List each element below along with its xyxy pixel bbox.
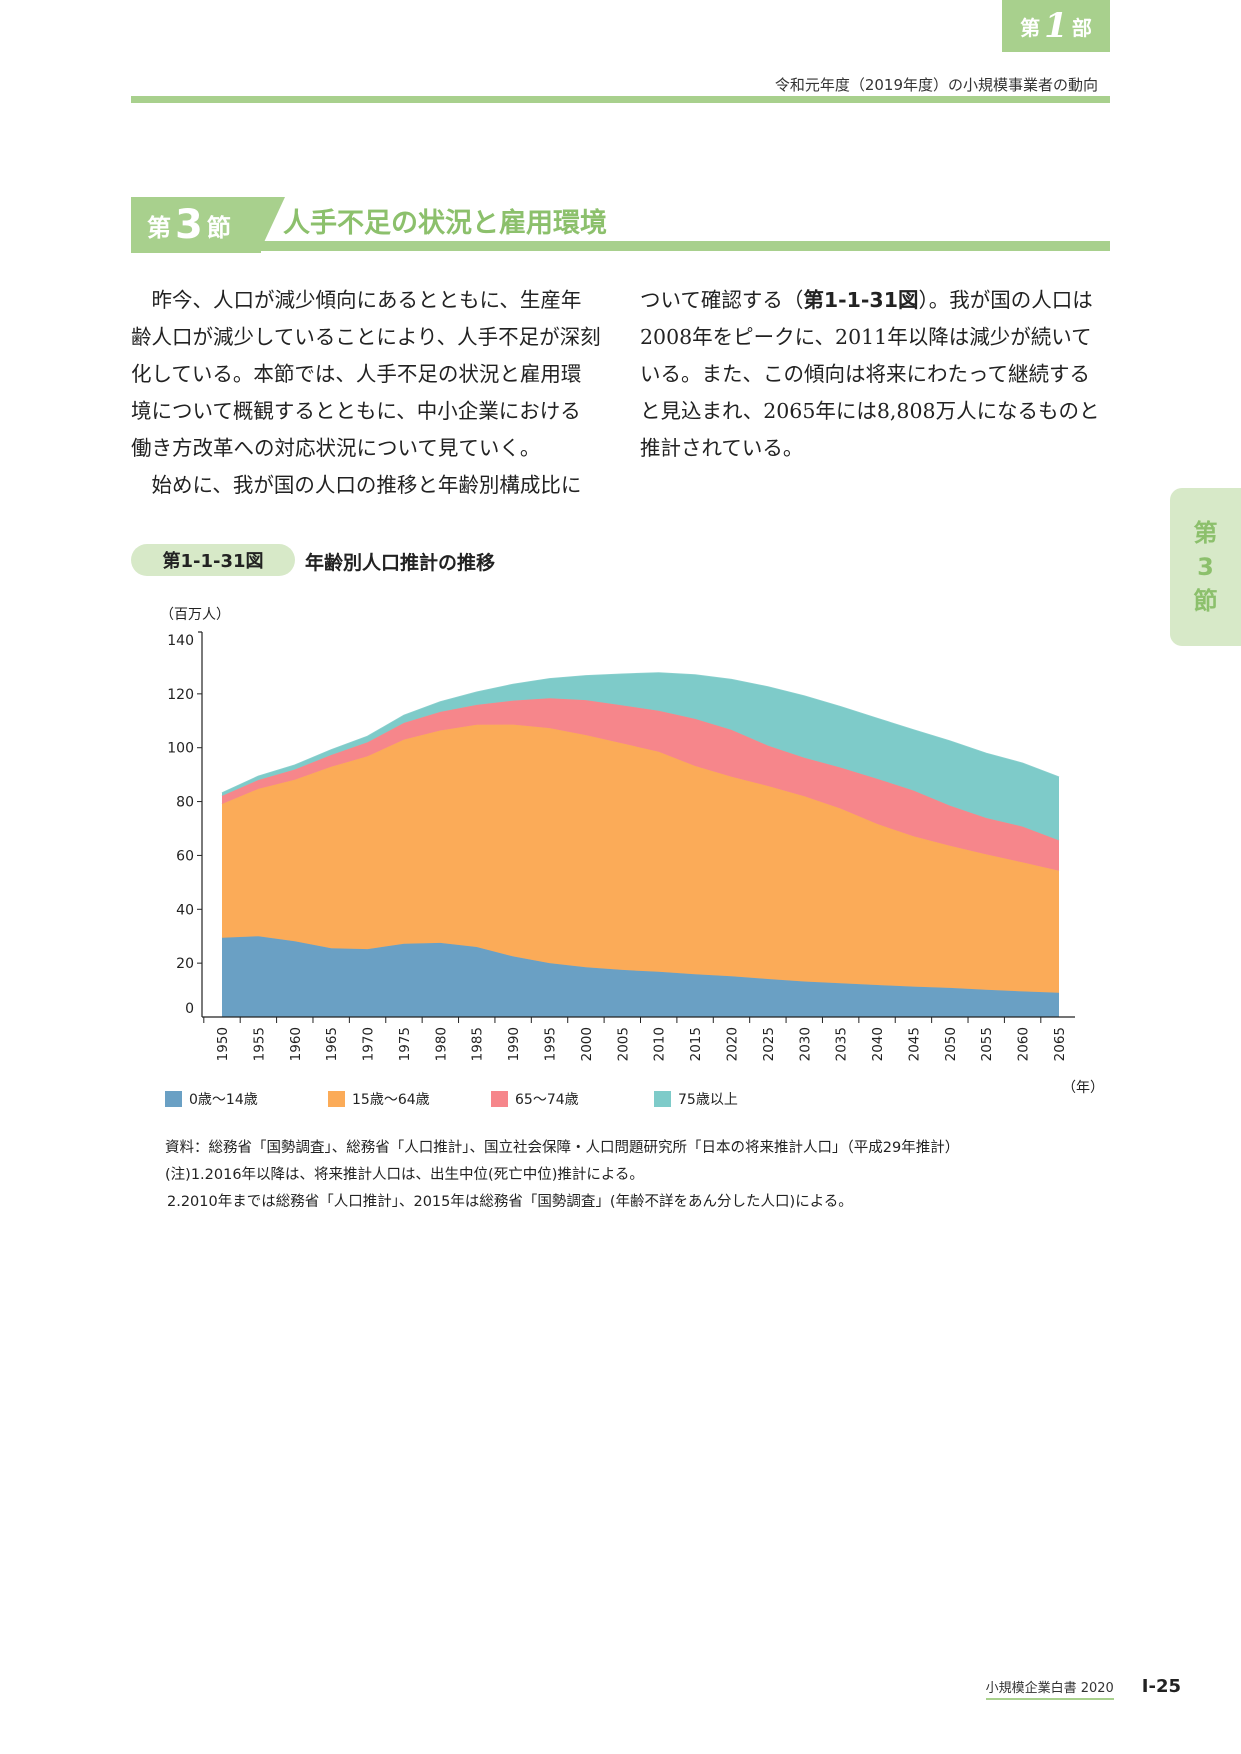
- x-tick-label: 2045: [906, 1027, 922, 1061]
- y-tick-label: 60: [176, 848, 194, 864]
- figure-number-badge: 第1-1-31図: [131, 544, 295, 576]
- body-right-column: ついて確認する（第1-1-31図）。我が国の人口は2008年をピークに、2011…: [640, 282, 1110, 467]
- x-tick-label: 2035: [834, 1027, 850, 1061]
- y-tick-label: 40: [176, 902, 194, 918]
- header-rule: [131, 96, 1110, 103]
- body-text: ）。我が国の人口は2008年をピークに、2011年以降は減少が続いている。また、…: [640, 288, 1100, 460]
- side-tab-char: 節: [1193, 587, 1218, 615]
- x-tick-label: 1955: [251, 1027, 267, 1061]
- legend-swatch: [654, 1091, 671, 1107]
- x-tick-label: 2015: [688, 1027, 704, 1061]
- note-1: (注)1.2016年以降は、将来推計人口は、出生中位(死亡中位)推計による。: [165, 1167, 644, 1183]
- section-underline: [131, 241, 1110, 251]
- body-left-column: 昨今、人口が減少傾向にあるとともに、生産年齢人口が減少していることにより、人手不…: [131, 282, 601, 504]
- body-paragraph: ついて確認する（第1-1-31図）。我が国の人口は2008年をピークに、2011…: [640, 282, 1110, 467]
- area-edge-2: [221, 723, 1060, 872]
- x-tick-label: 1970: [361, 1027, 377, 1061]
- legend-label: 75歳以上: [678, 1092, 738, 1108]
- page-footer: 小規模企業白書 2020 Ⅰ-25: [985, 1676, 1181, 1700]
- figure-reference[interactable]: 第1-1-31図: [803, 288, 919, 312]
- x-tick-label: 2050: [943, 1027, 959, 1061]
- x-tick-label: 1990: [506, 1027, 522, 1061]
- part-tab-prefix: 第: [1020, 15, 1041, 40]
- x-tick-label: 1980: [433, 1027, 449, 1061]
- side-tab-char: 3: [1197, 553, 1214, 581]
- x-tick-label: 2055: [979, 1027, 995, 1061]
- side-tab-char: 第: [1193, 519, 1218, 547]
- legend-swatch: [491, 1091, 508, 1107]
- section-title: 人手不足の状況と雇用環境: [283, 208, 607, 239]
- page-number: Ⅰ-25: [1141, 1676, 1181, 1697]
- figure-notes: 資料：総務省「国勢調査」、総務省「人口推計」、国立社会保障・人口問題研究所「日本…: [165, 1135, 959, 1216]
- x-tick-label: 1950: [215, 1027, 231, 1061]
- part-tab-number: 1: [1044, 6, 1068, 46]
- x-tick-label: 2040: [870, 1027, 886, 1061]
- area-edge-1: [221, 935, 1060, 994]
- area-edge-4: [221, 672, 1060, 794]
- body-paragraph: 昨今、人口が減少傾向にあるとともに、生産年齢人口が減少していることにより、人手不…: [131, 288, 601, 460]
- area-series-3: [222, 698, 1059, 871]
- section-badge-prefix: 第: [147, 213, 171, 242]
- y-tick-label: 0: [185, 1001, 194, 1017]
- x-tick-label: 2005: [615, 1027, 631, 1061]
- y-tick-label: 120: [167, 687, 194, 703]
- figure-title: 年齢別人口推計の推移: [305, 552, 496, 574]
- part-tab: 第 1 部: [1002, 0, 1110, 52]
- legend-label: 0歳～14歳: [189, 1092, 258, 1108]
- x-tick-label: 1975: [397, 1027, 413, 1061]
- x-tick-label: 2010: [652, 1027, 668, 1061]
- x-tick-label: 1995: [543, 1027, 559, 1061]
- section-badge-number: 3: [175, 202, 203, 248]
- section-badge-suffix: 節: [206, 213, 231, 242]
- y-tick-label: 20: [176, 956, 194, 972]
- legend-label: 65～74歳: [515, 1092, 579, 1108]
- x-tick-label: 1965: [324, 1027, 340, 1061]
- note-2: 2.2010年までは総務省「人口推計」、2015年は総務省「国勢調査」(年齢不詳…: [167, 1194, 853, 1210]
- section-badge-slant: [259, 197, 285, 253]
- x-tick-label: 2030: [797, 1027, 813, 1061]
- legend-swatch: [328, 1091, 345, 1107]
- section-badge: 第 3 節: [131, 197, 261, 253]
- y-tick-label: 100: [167, 741, 194, 757]
- legend-label: 15歳～64歳: [352, 1092, 430, 1108]
- area-series-2: [222, 724, 1059, 993]
- legend-swatch: [165, 1091, 182, 1107]
- body-paragraph: 始めに、我が国の人口の推移と年齢別構成比に: [151, 473, 582, 497]
- section-heading: 第 3 節 人手不足の状況と雇用環境: [131, 197, 1110, 253]
- x-tick-label: 2065: [1052, 1027, 1068, 1061]
- y-tick-label: 80: [176, 795, 194, 811]
- body-text: ついて確認する（: [640, 288, 804, 312]
- x-tick-label: 1985: [470, 1027, 486, 1061]
- x-tick-label: 2060: [1016, 1027, 1032, 1061]
- y-tick-label: 140: [167, 633, 194, 649]
- x-tick-label: 2020: [724, 1027, 740, 1061]
- note-source: 資料：総務省「国勢調査」、総務省「人口推計」、国立社会保障・人口問題研究所「日本…: [165, 1140, 960, 1156]
- book-title: 小規模企業白書 2020: [985, 1677, 1114, 1700]
- part-tab-suffix: 部: [1071, 15, 1092, 40]
- section-side-tab[interactable]: 第 3 節: [1170, 488, 1241, 646]
- y-axis-label: （百万人）: [160, 607, 230, 623]
- x-tick-label: 1960: [288, 1027, 304, 1061]
- x-tick-label: 2000: [579, 1027, 595, 1061]
- area-series-4: [222, 672, 1059, 841]
- x-axis-label: （年）: [1062, 1080, 1100, 1096]
- running-title: 令和元年度（2019年度）の小規模事業者の動向: [774, 76, 1098, 94]
- x-tick-label: 2025: [761, 1027, 777, 1061]
- area-series-1: [222, 936, 1059, 1017]
